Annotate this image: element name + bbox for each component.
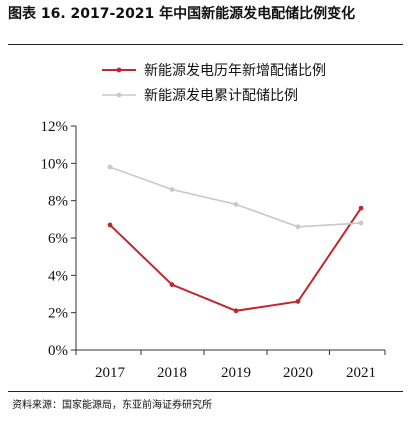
title-divider: [8, 44, 403, 45]
source-note: 资料来源：国家能源局，东亚前海证券研究所: [12, 400, 212, 411]
data-point: [169, 187, 175, 192]
series-line-1: [109, 207, 362, 312]
chart-axes: 0% 2% 4% 6% 8% 10% 12% 2017 2018 2019 2020 2021: [41, 119, 386, 381]
x-tick-label: 2019: [221, 365, 251, 381]
footer-divider: [8, 391, 403, 392]
series-lines: [107, 164, 364, 314]
legend-swatch-marker: [116, 92, 122, 98]
legend-swatch-marker: [116, 67, 122, 73]
chart-title: 图表 16. 2017-2021 年中国新能源发电配储比例变化: [8, 6, 356, 22]
y-tick-label: 4%: [48, 268, 68, 284]
y-tick-label: 12%: [41, 119, 69, 135]
data-point: [107, 222, 113, 228]
data-point: [295, 224, 301, 230]
legend-label: 新能源发电历年新增配储比例: [144, 63, 326, 79]
x-tick-label: 2018: [157, 365, 187, 381]
y-tick-label: 8%: [48, 194, 68, 210]
data-point: [233, 308, 239, 314]
series-line-2: [109, 166, 362, 228]
data-point: [358, 205, 364, 211]
line-chart: 0% 2% 4% 6% 8% 10% 12% 2017 2018 2019 2020 2021 新能源…: [41, 63, 386, 381]
y-tick-label: 0%: [48, 343, 68, 359]
y-tick-label: 6%: [48, 231, 68, 247]
y-tick-label: 2%: [48, 306, 68, 322]
data-point: [169, 282, 175, 288]
y-tick-label: 10%: [41, 156, 69, 172]
legend-label: 新能源发电累计配储比例: [144, 88, 298, 104]
x-tick-label: 2017: [95, 365, 126, 381]
x-tick-label: 2020: [283, 365, 313, 381]
data-point: [295, 299, 301, 304]
data-point: [233, 202, 239, 207]
x-tick-label: 2021: [346, 365, 376, 381]
data-point: [358, 220, 364, 226]
data-point: [107, 164, 113, 170]
